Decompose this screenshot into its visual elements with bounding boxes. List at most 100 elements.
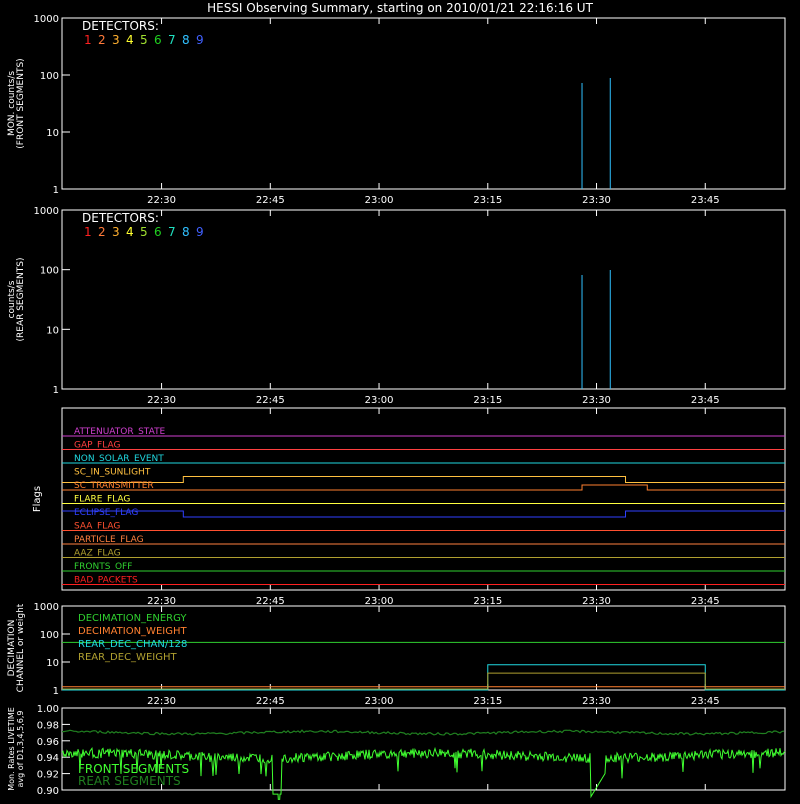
x-tick-label: 22:30 [147,195,176,206]
x-tick-label: 23:15 [473,195,502,206]
x-tick-label: 23:00 [365,195,394,206]
livetime-legend-rear: REAR SEGMENTS [78,774,181,788]
rear-legend-number: 5 [140,225,148,239]
y-axis-label: (FRONT SEGMENTS) [16,58,26,148]
x-tick-label: 23:15 [473,395,502,406]
x-tick-label: 23:15 [473,696,502,707]
front-legend-number: 4 [126,33,134,47]
x-tick-label: 22:45 [256,596,285,607]
flag-line [62,510,785,518]
y-tick-label: 1 [53,185,59,196]
decimation-legend-label: DECIMATION_WEIGHT [78,626,187,637]
panel-frame-4 [61,707,786,791]
y-tick-label: 10 [46,658,59,669]
y-axis-label: counts/s [7,280,17,318]
front-legend-number: 7 [168,33,176,47]
flag-label: NON_SOLAR_EVENT [74,454,164,464]
y-tick-label: 100 [40,71,59,82]
front-legend-number: 3 [112,33,120,47]
front-legend-number: 8 [182,33,190,47]
x-tick-label: 23:30 [582,596,611,607]
y-tick-label: 0.96 [37,737,59,748]
livetime-legend-front: FRONT SEGMENTS [78,762,189,776]
rear-legend-number: 1 [84,225,92,239]
y-axis-label: avg of D1,3,4,5,6,9 [16,711,25,788]
panel-frame-0 [61,17,786,190]
rear-dec-chan-line [62,664,785,691]
y-tick-label: 100 [40,266,59,277]
x-tick-label: 23:45 [691,195,720,206]
front-legend-number: 2 [98,33,106,47]
front-legend-number: 9 [196,33,204,47]
rear-legend-number: 9 [196,225,204,239]
flag-label: SC_TRANSMITTER [74,481,154,491]
livetime-rear-line [62,729,785,736]
y-tick-label: 0.98 [37,720,59,731]
flag-label: SAA_FLAG [74,522,120,532]
front-legend-title: DETECTORS: [82,19,159,33]
decimation-legend-label: REAR_DEC_WEIGHT [78,652,177,663]
y-axis-label: (REAR SEGMENTS) [16,257,26,341]
x-tick-label: 22:45 [256,195,285,206]
x-tick-label: 23:00 [365,696,394,707]
x-tick-label: 23:30 [582,395,611,406]
y-tick-label: 1000 [34,602,59,613]
x-tick-label: 23:30 [582,195,611,206]
x-tick-label: 22:30 [147,395,176,406]
y-axis-label: CHANNEL or weight [16,603,26,692]
panel-frame-1 [61,209,786,390]
rear-legend-number: 7 [168,225,176,239]
decimation-legend-label: REAR_DEC_CHAN/128 [78,639,187,650]
x-tick-label: 22:30 [147,596,176,607]
rear-legend-number: 2 [98,225,106,239]
flag-label: GAP_FLAG [74,441,120,451]
x-tick-label: 23:45 [691,696,720,707]
flag-line [62,476,785,483]
x-tick-label: 22:45 [256,395,285,406]
rear-dec-weight-line [62,672,785,690]
y-tick-label: 0.92 [37,770,59,781]
flag-label: FRONTS_OFF [74,562,132,572]
rear-legend-title: DETECTORS: [82,211,159,225]
plot-title: HESSI Observing Summary, starting on 201… [207,1,593,15]
flag-label: PARTICLE_FLAG [74,535,144,545]
x-tick-label: 23:45 [691,596,720,607]
y-axis-label: MON. counts/s [7,71,17,136]
y-tick-label: 1000 [34,206,59,217]
y-tick-label: 0.90 [37,786,59,797]
y-tick-label: 100 [40,630,59,641]
panel-frame-2 [61,407,786,591]
flag-line [62,484,785,491]
livetime-front-line [61,746,786,804]
x-tick-label: 23:30 [582,696,611,707]
rear-det8-dropout [581,270,611,389]
y-tick-label: 10 [46,325,59,336]
x-tick-label: 23:00 [365,596,394,607]
flag-label: BAD_PACKETS [74,576,138,586]
x-tick-label: 23:00 [365,395,394,406]
front-legend-number: 1 [84,33,92,47]
decimation-legend-label: DECIMATION_ENERGY [78,613,187,624]
y-tick-label: 1 [53,686,59,697]
rear-legend-number: 4 [126,225,134,239]
x-tick-label: 22:45 [256,696,285,707]
y-tick-label: 10 [46,128,59,139]
front-legend-number: 6 [154,33,162,47]
y-axis-label: Mon. Rates LIVETIME [7,707,16,791]
y-tick-label: 0.94 [37,753,59,764]
y-tick-label: 1.00 [37,704,59,715]
flag-label: AAZ_FLAG [74,549,121,559]
x-tick-label: 22:30 [147,696,176,707]
flag-label: SC_IN_SUNLIGHT [74,468,151,478]
flag-label: ATTENUATOR_STATE [74,427,166,437]
rear-legend-number: 6 [154,225,162,239]
y-axis-label: DECIMATION [7,620,17,677]
flags-axis-label: Flags [32,486,43,512]
y-tick-label: 1000 [34,14,59,25]
rear-legend-number: 3 [112,225,120,239]
rear-legend-number: 8 [182,225,190,239]
flag-label: FLARE_FLAG [74,495,130,505]
flag-label: ECLIPSE_FLAG [74,508,138,518]
x-tick-label: 23:45 [691,395,720,406]
